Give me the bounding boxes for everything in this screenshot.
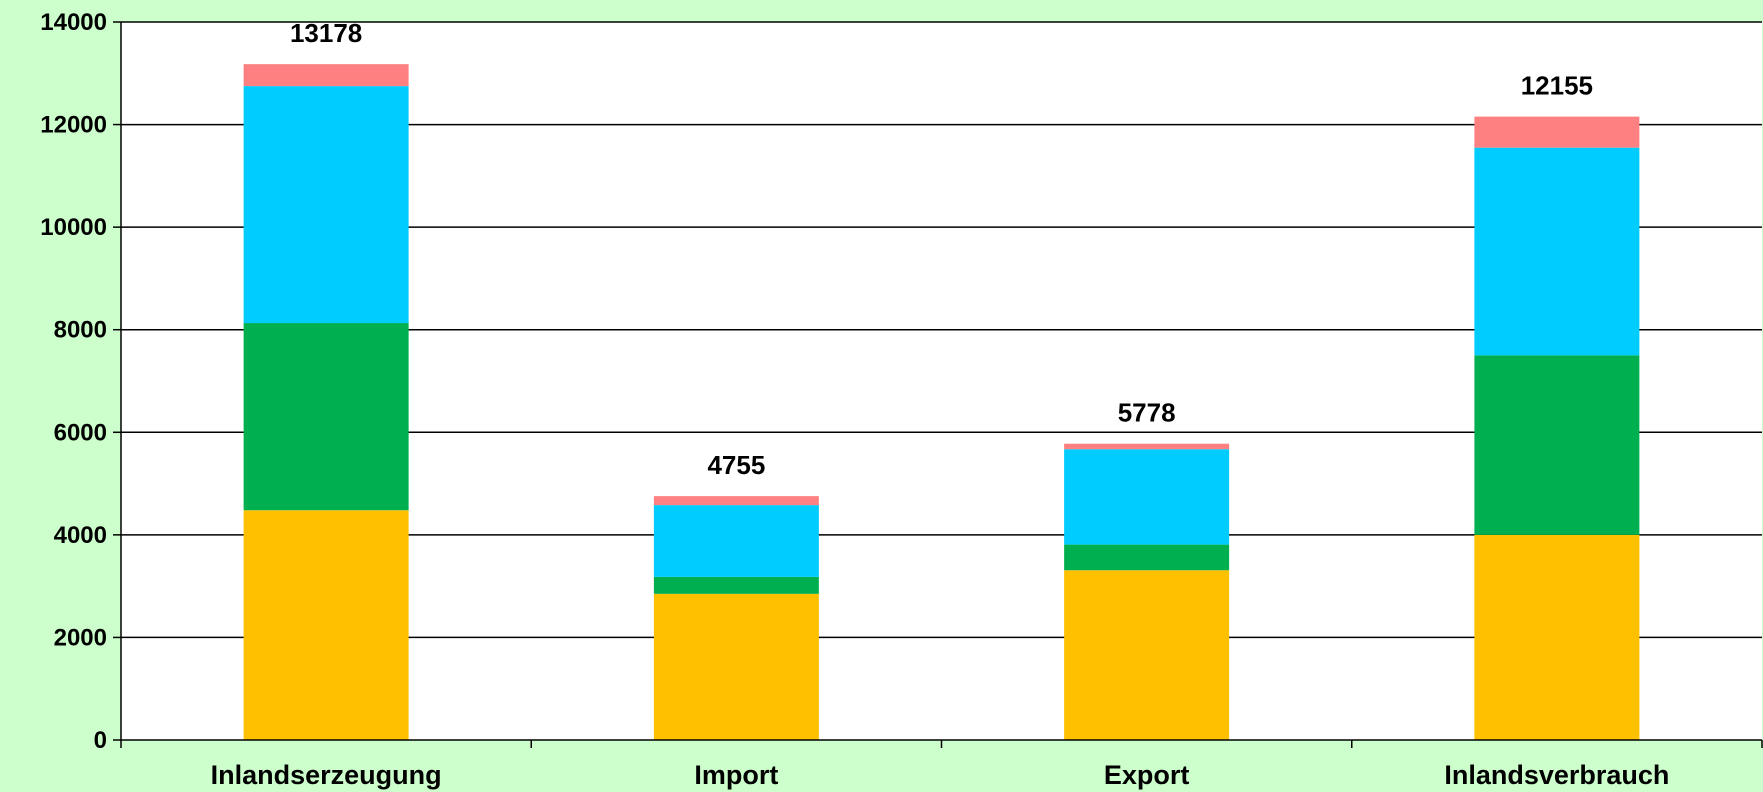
bar-total-label: 13178 (290, 18, 362, 48)
bar-segment (653, 576, 819, 594)
bar-segment (1064, 443, 1230, 450)
y-tick-label: 12000 (40, 112, 107, 139)
bar-segment (1474, 147, 1640, 356)
bar-segment (243, 510, 409, 740)
bar-segment (653, 593, 819, 740)
bar-segment (653, 505, 819, 577)
bar-segment (1064, 544, 1230, 571)
bar-total-label: 4755 (707, 450, 765, 480)
y-tick-label: 14000 (40, 9, 107, 36)
bar-segment (1064, 449, 1230, 545)
bar-segment (1474, 534, 1640, 740)
x-category-label: Inlandsverbrauch (1444, 760, 1669, 790)
bar-segment (1474, 355, 1640, 535)
bar-total-label: 12155 (1521, 71, 1593, 101)
y-tick-label: 8000 (54, 317, 107, 344)
x-category-label: Export (1104, 760, 1190, 790)
x-category-label: Import (694, 760, 778, 790)
bars (243, 64, 1640, 740)
y-tick-label: 0 (94, 727, 107, 754)
y-tick-label: 2000 (54, 624, 107, 651)
y-tick-label: 10000 (40, 214, 107, 241)
bar-segment (243, 64, 409, 87)
axes (113, 21, 1763, 748)
bar-total-label: 5778 (1118, 398, 1176, 428)
bar-segment (243, 86, 409, 324)
y-tick-label: 6000 (54, 419, 107, 446)
y-tick-label: 4000 (54, 522, 107, 549)
bar-segment (653, 496, 819, 506)
labels: 0 2000 4000 6000 8000 10000 12000 14000 13178 Inl… (40, 9, 1669, 790)
bar-segment (243, 323, 409, 511)
bar-segment (1064, 570, 1230, 740)
x-category-label: Inlandserzeugung (211, 760, 442, 790)
bar-segment (1474, 116, 1640, 148)
